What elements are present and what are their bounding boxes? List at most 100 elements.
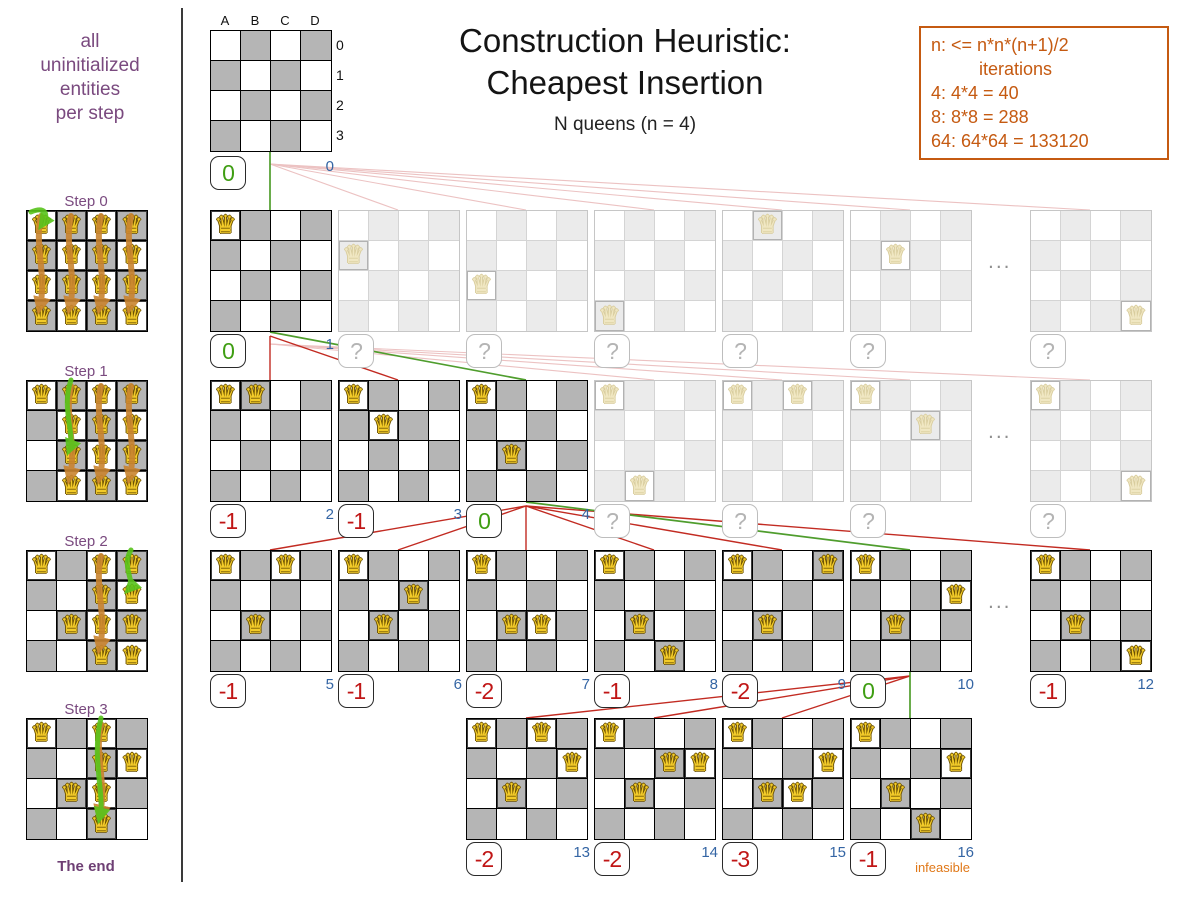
queen-icon: ♛ bbox=[1124, 471, 1148, 500]
queen-icon: ♛ bbox=[1034, 381, 1057, 409]
board-cell bbox=[851, 809, 881, 839]
board-cell bbox=[813, 271, 843, 301]
board-cell bbox=[1091, 271, 1121, 301]
board-cell bbox=[301, 61, 331, 91]
board-cell bbox=[117, 779, 147, 809]
board-cell: ♛ bbox=[851, 381, 881, 411]
board-cell bbox=[497, 749, 527, 779]
board-cell bbox=[27, 611, 57, 641]
board-cell bbox=[1061, 551, 1091, 581]
board-cell bbox=[655, 301, 685, 331]
queen-icon: ♛ bbox=[1124, 641, 1148, 670]
board-cell: ♛ bbox=[117, 641, 147, 671]
board-cell: ♛ bbox=[813, 749, 843, 779]
queen-icon: ♛ bbox=[786, 381, 809, 409]
index-label: 12 bbox=[1137, 676, 1154, 693]
board-cell: ♛ bbox=[211, 551, 241, 581]
chess-board-r1b4: ♛ bbox=[594, 210, 716, 332]
board-cell bbox=[881, 301, 911, 331]
board-cell bbox=[723, 441, 753, 471]
board-cell bbox=[851, 441, 881, 471]
board-cell bbox=[851, 301, 881, 331]
board-cell bbox=[1091, 641, 1121, 671]
board-cell bbox=[557, 719, 587, 749]
score-badge: 0 bbox=[210, 334, 246, 368]
ellipsis: ... bbox=[988, 250, 1012, 273]
board-cell bbox=[429, 411, 459, 441]
board-cell: ♛ bbox=[87, 641, 117, 671]
board-cell bbox=[783, 581, 813, 611]
board-cell bbox=[941, 301, 971, 331]
board-cell: ♛ bbox=[271, 551, 301, 581]
board-cell bbox=[271, 471, 301, 501]
board-cell bbox=[595, 779, 625, 809]
board-cell bbox=[1091, 441, 1121, 471]
board-cell bbox=[851, 581, 881, 611]
board-cell: ♛ bbox=[87, 411, 117, 441]
board-cell bbox=[753, 301, 783, 331]
board-cell bbox=[557, 381, 587, 411]
board-cell bbox=[241, 211, 271, 241]
score-badge: ? bbox=[850, 334, 886, 368]
queen-icon: ♛ bbox=[756, 779, 779, 807]
board-cell bbox=[655, 611, 685, 641]
board-cell bbox=[685, 241, 715, 271]
board-cell: ♛ bbox=[753, 211, 783, 241]
board-cell bbox=[527, 471, 557, 501]
board-cell bbox=[467, 779, 497, 809]
board-cell bbox=[881, 581, 911, 611]
board-cell: ♛ bbox=[467, 271, 497, 301]
board-cell bbox=[527, 411, 557, 441]
board-cell bbox=[851, 411, 881, 441]
board-cell bbox=[685, 411, 715, 441]
board-cell: ♛ bbox=[1031, 381, 1061, 411]
score-badge: ? bbox=[850, 504, 886, 538]
board-cell: ♛ bbox=[27, 241, 57, 271]
queen-icon: ♛ bbox=[500, 611, 523, 639]
board-cell bbox=[941, 241, 971, 271]
board-cell bbox=[1061, 381, 1091, 411]
board-cell bbox=[271, 61, 301, 91]
board-cell bbox=[813, 809, 843, 839]
board-cell bbox=[241, 241, 271, 271]
board-cell bbox=[271, 641, 301, 671]
board-cell bbox=[911, 211, 941, 241]
board-cell bbox=[211, 91, 241, 121]
board-cell bbox=[1091, 611, 1121, 641]
board-cell bbox=[753, 581, 783, 611]
board-cell bbox=[527, 809, 557, 839]
board-cell bbox=[467, 641, 497, 671]
board-cell bbox=[655, 441, 685, 471]
board-cell bbox=[851, 241, 881, 271]
queen-icon: ♛ bbox=[120, 551, 144, 579]
left-caption: all uninitialized entities per step bbox=[8, 30, 172, 126]
board-cell bbox=[369, 441, 399, 471]
board-cell: ♛ bbox=[27, 551, 57, 581]
board-cell bbox=[429, 551, 459, 581]
board-cell bbox=[625, 441, 655, 471]
score-badge: 0 bbox=[466, 504, 502, 538]
board-cell bbox=[911, 779, 941, 809]
queen-icon: ♛ bbox=[60, 301, 83, 330]
board-cell: ♛ bbox=[685, 749, 715, 779]
board-cell bbox=[557, 809, 587, 839]
queen-icon: ♛ bbox=[274, 551, 297, 579]
board-cell bbox=[429, 471, 459, 501]
board-cell bbox=[685, 719, 715, 749]
board-cell: ♛ bbox=[117, 381, 147, 411]
board-cell bbox=[241, 581, 271, 611]
board-cell bbox=[399, 641, 429, 671]
board-cell bbox=[211, 611, 241, 641]
queen-icon: ♛ bbox=[120, 581, 144, 609]
board-cell: ♛ bbox=[117, 271, 147, 301]
queen-icon: ♛ bbox=[90, 611, 113, 639]
queen-icon: ♛ bbox=[120, 241, 144, 269]
board-cell bbox=[813, 779, 843, 809]
board-cell: ♛ bbox=[57, 271, 87, 301]
board-cell bbox=[1061, 581, 1091, 611]
board-cell bbox=[911, 271, 941, 301]
board-cell bbox=[27, 749, 57, 779]
board-cell: ♛ bbox=[911, 809, 941, 839]
board-cell bbox=[881, 411, 911, 441]
index-label: 4 bbox=[581, 506, 590, 523]
